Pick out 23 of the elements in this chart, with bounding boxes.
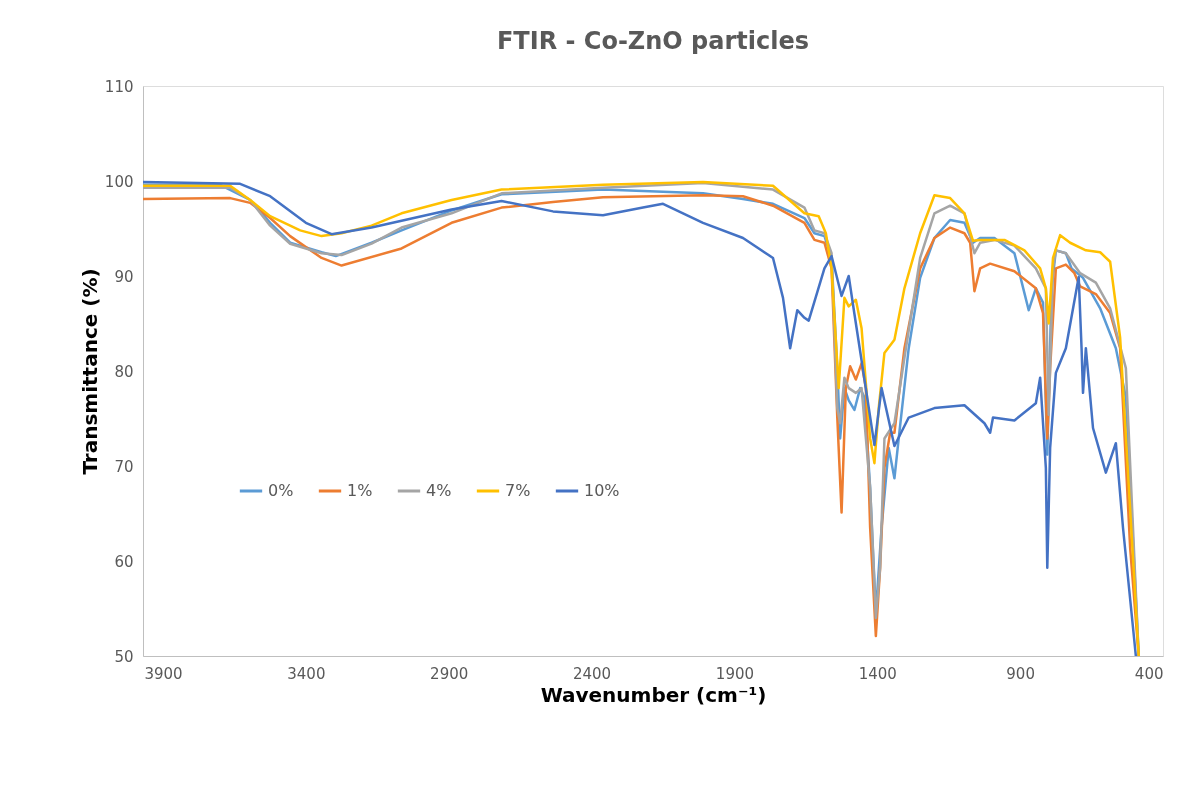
x-tick-label: 3400 [287,664,326,683]
y-tick-label: 60 [114,552,134,571]
x-tick-label: 3900 [144,664,183,683]
y-tick-label: 90 [114,267,134,286]
legend-label: 4% [426,481,452,500]
x-tick-label: 1900 [715,664,755,683]
legend-label: 1% [347,481,373,500]
x-tick-label: 1400 [858,664,897,683]
y-tick-label: 100 [104,172,134,191]
y-tick-label: 50 [114,647,134,666]
y-tick-label: 80 [114,362,134,381]
x-tick-label: 900 [1006,664,1035,683]
y-tick-label: 70 [114,457,134,476]
legend-label: 10% [584,481,620,500]
y-axis-title: Transmittance (%) [77,268,102,475]
y-tick-label: 110 [104,77,134,96]
x-tick-label: 2400 [572,664,612,683]
legend-label: 7% [505,481,531,500]
chart-title: FTIR - Co-ZnO particles [496,27,810,55]
legend-label: 0% [268,481,294,500]
x-axis-title: Wavenumber (cm⁻¹) [540,682,767,707]
x-tick-label: 2900 [430,664,469,683]
x-tick-label: 400 [1134,664,1164,683]
